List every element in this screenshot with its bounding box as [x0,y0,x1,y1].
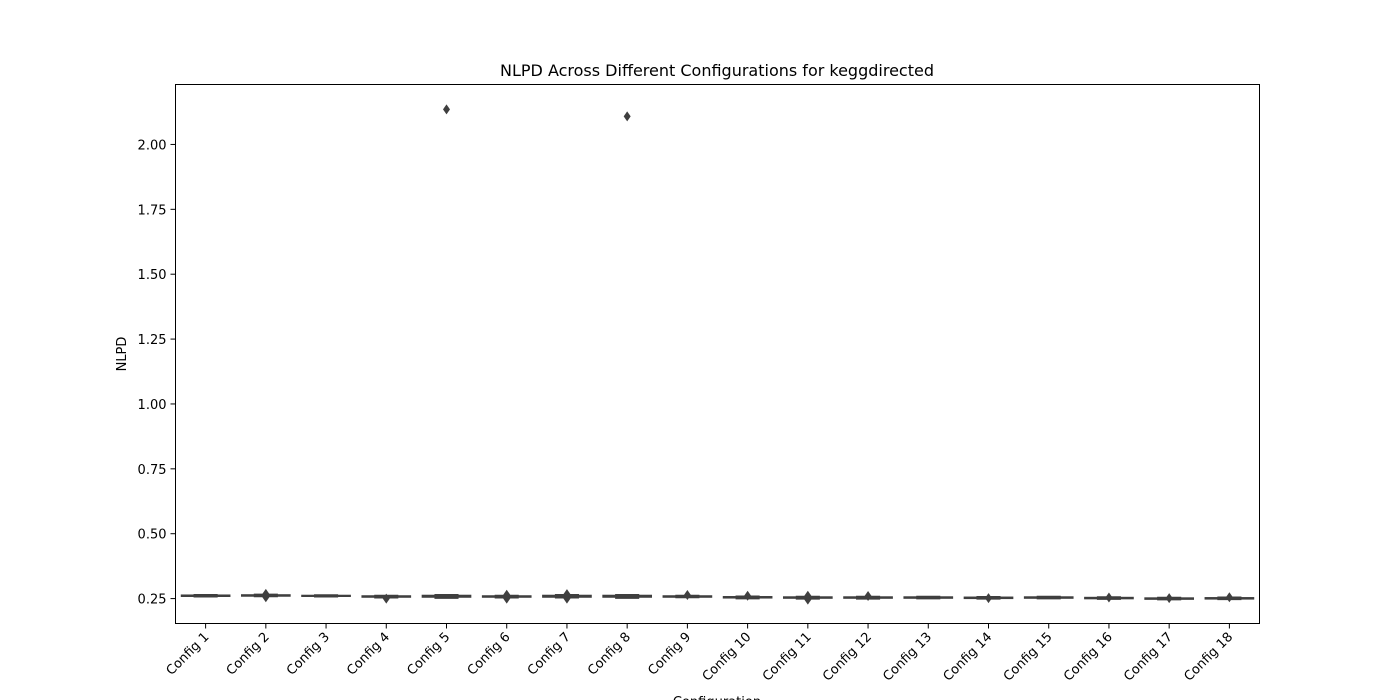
outlier [1165,593,1173,604]
outlier [382,593,390,604]
outlier [804,590,812,601]
outlier [262,588,270,599]
outlier [503,589,511,600]
x-tick-label: Config 3 [284,630,333,679]
x-tick-label: Config 6 [465,630,514,679]
y-axis-label: NLPD [115,337,130,372]
outlier [683,589,691,600]
x-tick-label: Config 9 [645,630,694,679]
x-tick-label: Config 8 [585,630,634,679]
x-tick-label: Config 17 [1121,630,1176,685]
x-tick-label: Config 16 [1061,630,1116,685]
y-tick-label: 0.50 [138,528,167,543]
x-tick-label: Config 7 [525,630,574,679]
x-axis-label: Configuration [673,695,761,700]
y-tick-label: 0.75 [138,463,167,478]
y-tick-label: 1.75 [138,203,167,218]
outlier [864,590,872,601]
x-tick-label: Config 11 [760,630,815,685]
y-tick-label: 2.00 [138,138,167,153]
x-tick-label: Config 10 [700,630,755,685]
outlier [563,589,571,600]
x-tick-label: Config 18 [1181,630,1236,685]
outlier [985,593,992,604]
plot-frame [175,84,1260,624]
x-tick-label: Config 4 [344,630,393,679]
x-tick-label: Config 15 [1001,630,1056,685]
y-tick-label: 1.50 [138,268,167,283]
outlier [1105,592,1113,603]
x-tick-label: Config 12 [820,630,875,685]
x-tick-label: Config 5 [404,630,453,679]
outlier [443,104,450,115]
x-tick-label: Config 14 [941,630,996,685]
outlier [1225,592,1233,603]
x-tick-label: Config 1 [164,630,213,679]
outlier [744,590,752,601]
y-tick-label: 1.00 [138,398,167,413]
x-tick-label: Config 2 [224,630,273,679]
outlier [623,111,631,122]
chart-title: NLPD Across Different Configurations for… [500,61,934,80]
x-tick-label: Config 13 [880,630,935,685]
y-tick-label: 1.25 [138,333,167,348]
y-tick-label: 0.25 [138,593,167,608]
